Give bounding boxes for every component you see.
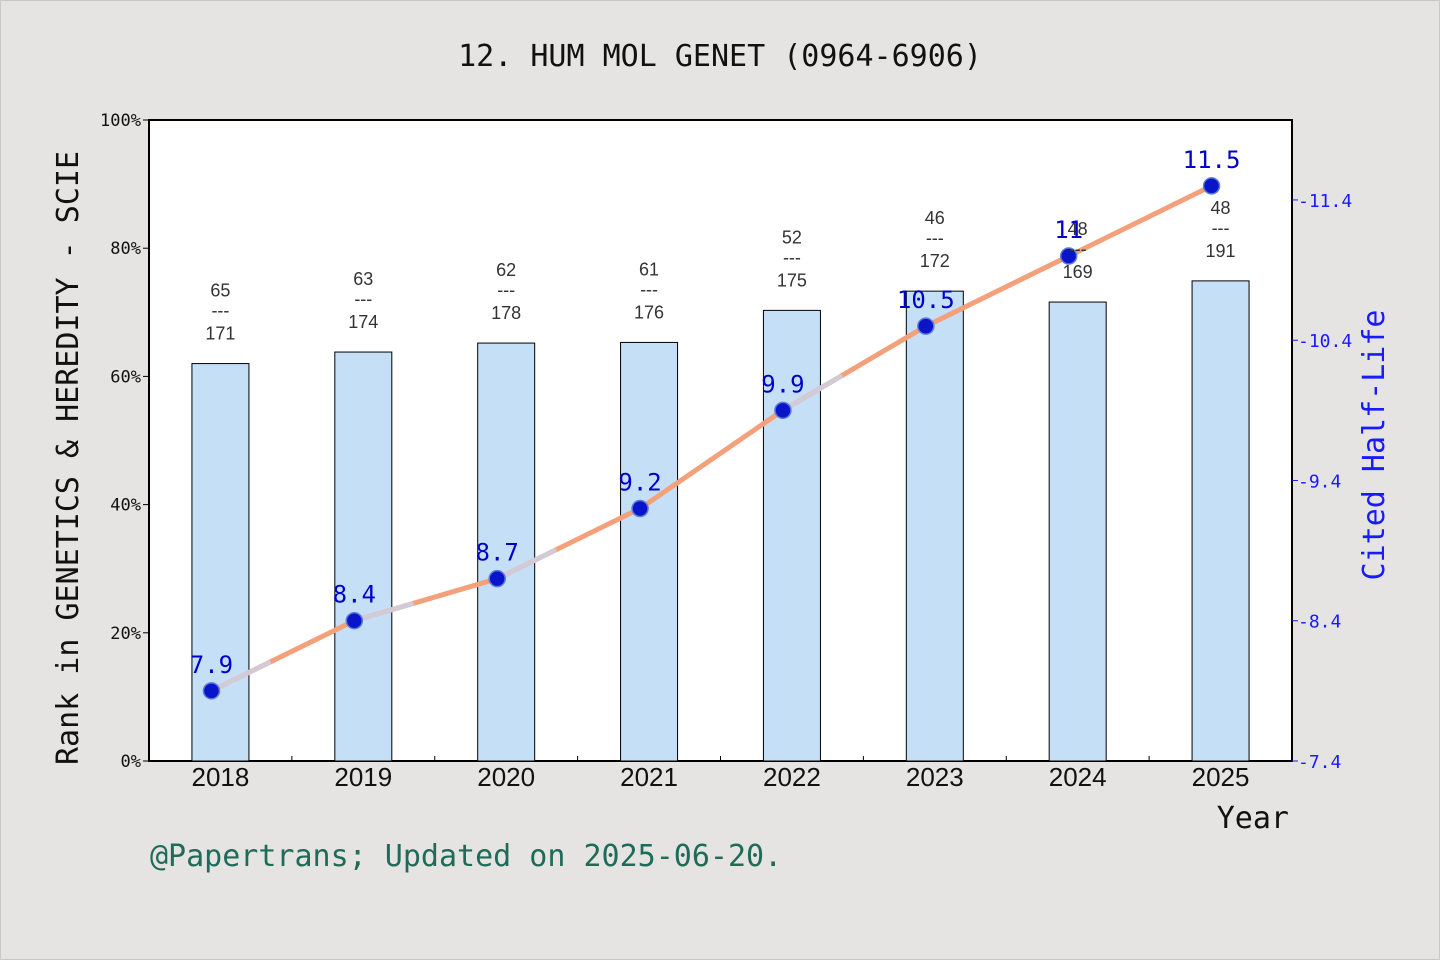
half-life-line-highlight — [787, 374, 843, 409]
half-life-value-label: 9.9 — [761, 370, 804, 398]
bar-2018 — [191, 363, 250, 762]
bar-2023 — [905, 290, 964, 762]
rank-separator: --- — [926, 228, 944, 248]
rank-total-label: 178 — [491, 303, 521, 323]
x-tick-label: 2024 — [1049, 762, 1107, 792]
half-life-value-label: 9.2 — [618, 469, 661, 497]
bar-2022 — [762, 309, 821, 762]
rank-label: 65 — [210, 281, 230, 301]
rank-separator: --- — [497, 280, 515, 300]
rank-total-label: 191 — [1206, 241, 1236, 261]
rank-total-label: 176 — [634, 302, 664, 322]
half-life-point-2020 — [488, 569, 506, 588]
y-tick-label: 40% — [110, 496, 141, 516]
rank-total-label: 172 — [920, 251, 950, 271]
rank-label: 48 — [1068, 219, 1088, 239]
x-tick-label: 2020 — [477, 762, 535, 792]
half-life-value-label: 11.5 — [1183, 146, 1241, 174]
chart-title: 12. HUM MOL GENET (0964-6906) — [458, 39, 982, 74]
rank-total-label: 171 — [205, 324, 235, 344]
y2-tick-label: -10.4 — [1298, 331, 1352, 352]
x-tick-label: 2019 — [334, 762, 392, 792]
half-life-point-2024 — [1059, 247, 1078, 265]
bar-2020 — [477, 342, 536, 762]
rank-label: 48 — [1211, 198, 1231, 218]
rank-total-label: 174 — [348, 312, 378, 332]
half-life-point-2021 — [631, 499, 649, 518]
half-life-point-2018 — [202, 682, 221, 700]
x-tick-label: 2023 — [906, 762, 964, 792]
y2-tick-label: -11.4 — [1298, 191, 1352, 212]
y-tick-label: 80% — [110, 239, 141, 259]
rank-label: 46 — [925, 208, 945, 228]
rank-label: 63 — [353, 269, 373, 289]
rank-label: 62 — [496, 260, 516, 280]
x-tick-label: 2025 — [1192, 762, 1250, 792]
half-life-value-label: 8.4 — [333, 581, 376, 609]
half-life-line-highlight — [216, 660, 272, 690]
bar-2024 — [1048, 301, 1107, 762]
half-life-point-2019 — [345, 611, 364, 630]
y-tick-label: 100% — [100, 111, 141, 131]
x-tick-label: 2021 — [620, 762, 678, 792]
half-life-point-2025 — [1202, 177, 1221, 195]
bar-2025 — [1191, 280, 1250, 762]
rank-separator: --- — [211, 301, 229, 321]
half-life-line-highlight — [501, 548, 557, 578]
rank-separator: --- — [1212, 218, 1230, 238]
footer-credit: @Papertrans; Updated on 2025-06-20. — [150, 839, 782, 874]
rank-separator: --- — [1069, 239, 1087, 259]
half-life-point-2023 — [917, 317, 935, 335]
y2-axis-label: Cited Half-Life — [1357, 310, 1392, 581]
rank-label: 52 — [782, 227, 802, 247]
half-life-value-label: 7.9 — [190, 651, 233, 679]
half-life-point-2022 — [774, 401, 792, 420]
x-axis-label: Year — [1217, 801, 1289, 836]
x-tick-label: 2022 — [763, 762, 821, 792]
bar-2021 — [620, 341, 679, 762]
half-life-value-label: 8.7 — [476, 539, 519, 567]
half-life-value-label: 10.5 — [897, 286, 955, 314]
rank-label: 61 — [639, 259, 659, 279]
y2-tick-label: -9.4 — [1298, 471, 1341, 492]
y-tick-label: 0% — [121, 752, 141, 772]
y-tick-label: 60% — [110, 367, 141, 387]
rank-total-label: 175 — [777, 270, 807, 290]
rank-separator: --- — [640, 279, 658, 299]
rank-separator: --- — [783, 247, 801, 267]
y-axis-label: Rank in GENETICS & HEREDITY - SCIE — [51, 151, 86, 765]
rank-total-label: 169 — [1063, 262, 1093, 282]
bar-2019 — [334, 351, 393, 762]
rank-separator: --- — [354, 289, 372, 309]
y2-tick-label: -8.4 — [1298, 612, 1341, 633]
x-tick-label: 2018 — [192, 762, 250, 792]
plot-area — [148, 119, 1293, 762]
y-tick-label: 20% — [110, 624, 141, 644]
y2-tick-label: -7.4 — [1298, 752, 1341, 773]
half-life-value-label: 11 — [1054, 216, 1083, 244]
half-life-line-highlight — [358, 601, 414, 622]
